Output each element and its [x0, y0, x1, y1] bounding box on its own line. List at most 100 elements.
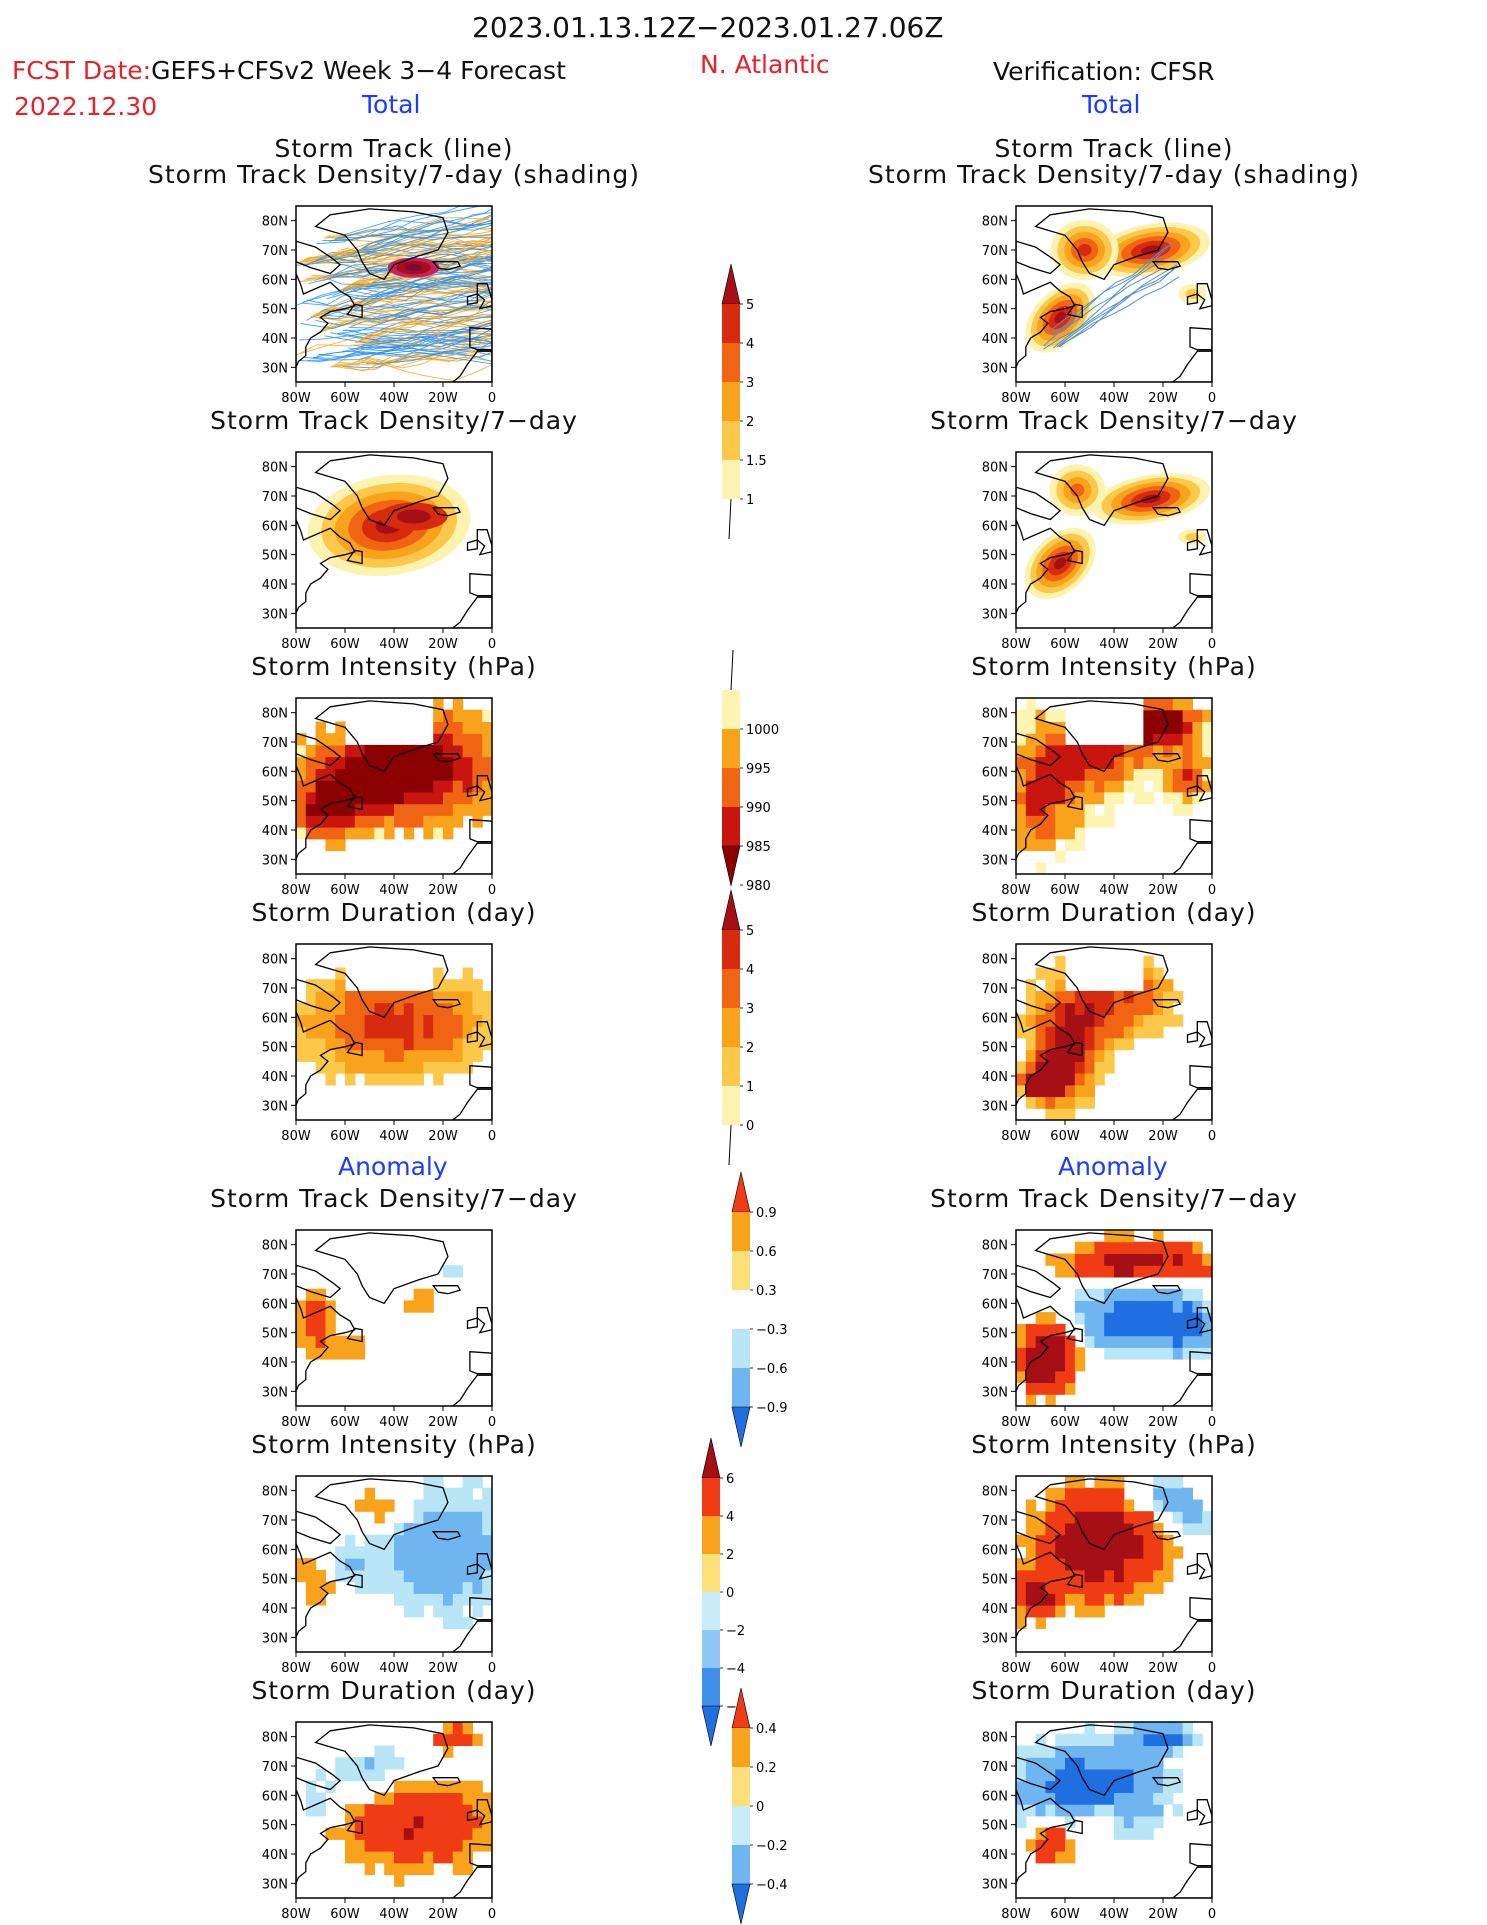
grid-cell — [394, 1827, 405, 1840]
grid-cell — [1065, 803, 1076, 816]
coastline — [1189, 1843, 1212, 1867]
grid-cell — [1016, 1084, 1027, 1098]
grid-cell — [1074, 1780, 1086, 1793]
grid-cell — [1084, 1253, 1095, 1266]
lat-tick-label: 40N — [982, 1848, 1008, 1863]
coastline — [1196, 1307, 1212, 1334]
grid-cell — [443, 1745, 454, 1758]
grid-cell — [443, 1581, 454, 1594]
grid-cell — [1172, 1511, 1184, 1524]
storm-track-line — [354, 222, 492, 254]
grid-cell — [1192, 709, 1203, 722]
grid-cell — [335, 768, 346, 781]
grid-cell — [1123, 1546, 1135, 1559]
grid-cell — [364, 1037, 375, 1051]
grid-cell — [1172, 1804, 1184, 1817]
coastline — [1016, 1011, 1076, 1106]
grid-cell — [374, 1534, 385, 1547]
grid-cell — [315, 1593, 326, 1606]
grid-cell — [433, 990, 444, 1004]
grid-cell — [1025, 1359, 1037, 1372]
lon-tick-label: 60W — [1050, 1661, 1080, 1676]
grid-cell — [1084, 1733, 1095, 1746]
grid-cell — [1074, 1049, 1086, 1062]
grid-cell — [1133, 1511, 1144, 1524]
grid-cell — [1025, 1593, 1037, 1606]
grid-cell — [1084, 1312, 1095, 1325]
lon-tick-label: 60W — [330, 391, 360, 406]
grid-cell — [423, 791, 434, 805]
lat-tick-label: 50N — [262, 1819, 288, 1834]
grid-cell — [1025, 1394, 1037, 1406]
grid-cell — [1016, 1780, 1027, 1793]
grid-cell — [1035, 1768, 1046, 1782]
grid-cell — [482, 744, 492, 758]
storm-track-line — [302, 217, 488, 263]
grid-cell — [1094, 768, 1105, 781]
grid-cell — [443, 1722, 454, 1735]
colorbar-label: −2 — [726, 1624, 745, 1639]
lat-tick-label: 50N — [982, 795, 1008, 810]
grid-cell — [1104, 1347, 1115, 1360]
grid-cell — [325, 1323, 336, 1337]
grid-cell — [403, 1061, 415, 1074]
grid-cell — [1153, 1546, 1164, 1559]
grid-cell — [1172, 1323, 1184, 1337]
grid-cell — [1094, 1745, 1105, 1758]
grid-cell — [1025, 1073, 1037, 1086]
grid-cell — [1055, 1359, 1066, 1372]
grid-cell — [462, 967, 473, 980]
grid-cell — [335, 979, 346, 992]
grid-cell — [325, 756, 336, 769]
grid-cell — [1055, 1534, 1066, 1547]
coastline — [1151, 261, 1182, 271]
grid-cell — [296, 1002, 307, 1015]
lat-tick-label: 30N — [262, 853, 288, 868]
storm-track-line — [345, 293, 492, 303]
grid-cell — [345, 791, 356, 805]
grid-cell — [296, 803, 307, 816]
grid-cell — [1065, 827, 1076, 840]
grid-cell — [1143, 709, 1154, 722]
grid-cell — [1143, 1780, 1154, 1793]
grid-cell — [1045, 709, 1056, 722]
grid-cell — [1104, 1014, 1115, 1027]
grid-cell — [354, 1768, 366, 1782]
grid-cell — [384, 780, 395, 793]
grid-cell — [1114, 1722, 1125, 1735]
lon-tick-label: 40W — [379, 1907, 409, 1922]
grid-cell — [433, 1522, 444, 1536]
grid-cell — [364, 791, 375, 805]
grid-cell — [482, 756, 492, 769]
grid-cell — [1084, 1605, 1095, 1618]
grid-cell — [1084, 1780, 1095, 1793]
grid-cell — [1065, 756, 1076, 769]
lat-tick-label: 40N — [262, 578, 288, 593]
grid-cell — [354, 1839, 366, 1852]
grid-cell — [345, 756, 356, 769]
grid-cell — [1143, 1569, 1154, 1583]
grid-cell — [1055, 1546, 1066, 1559]
grid-cell — [433, 721, 444, 734]
storm-track-line — [350, 275, 492, 296]
grid-cell — [1202, 733, 1212, 746]
coastline — [296, 1297, 356, 1392]
grid-cell — [413, 1593, 424, 1606]
grid-cell — [354, 815, 366, 828]
grid-cell — [1074, 1569, 1086, 1583]
grid-cell — [1045, 1347, 1056, 1360]
grid-cell — [1084, 1073, 1095, 1086]
grid-cell — [315, 721, 326, 734]
grid-cell — [384, 791, 395, 805]
grid-cell — [443, 803, 454, 816]
grid-cell — [433, 1827, 444, 1840]
grid-cell — [413, 756, 424, 769]
grid-cell — [403, 1851, 415, 1864]
grid-cell — [1055, 1804, 1066, 1817]
grid-cell — [433, 1558, 444, 1571]
grid-cell — [1133, 1265, 1144, 1278]
grid-cell — [1133, 1593, 1144, 1606]
lon-tick-label: 40W — [1099, 883, 1129, 898]
coastline — [1196, 1799, 1212, 1826]
grid-cell — [1084, 1487, 1095, 1500]
